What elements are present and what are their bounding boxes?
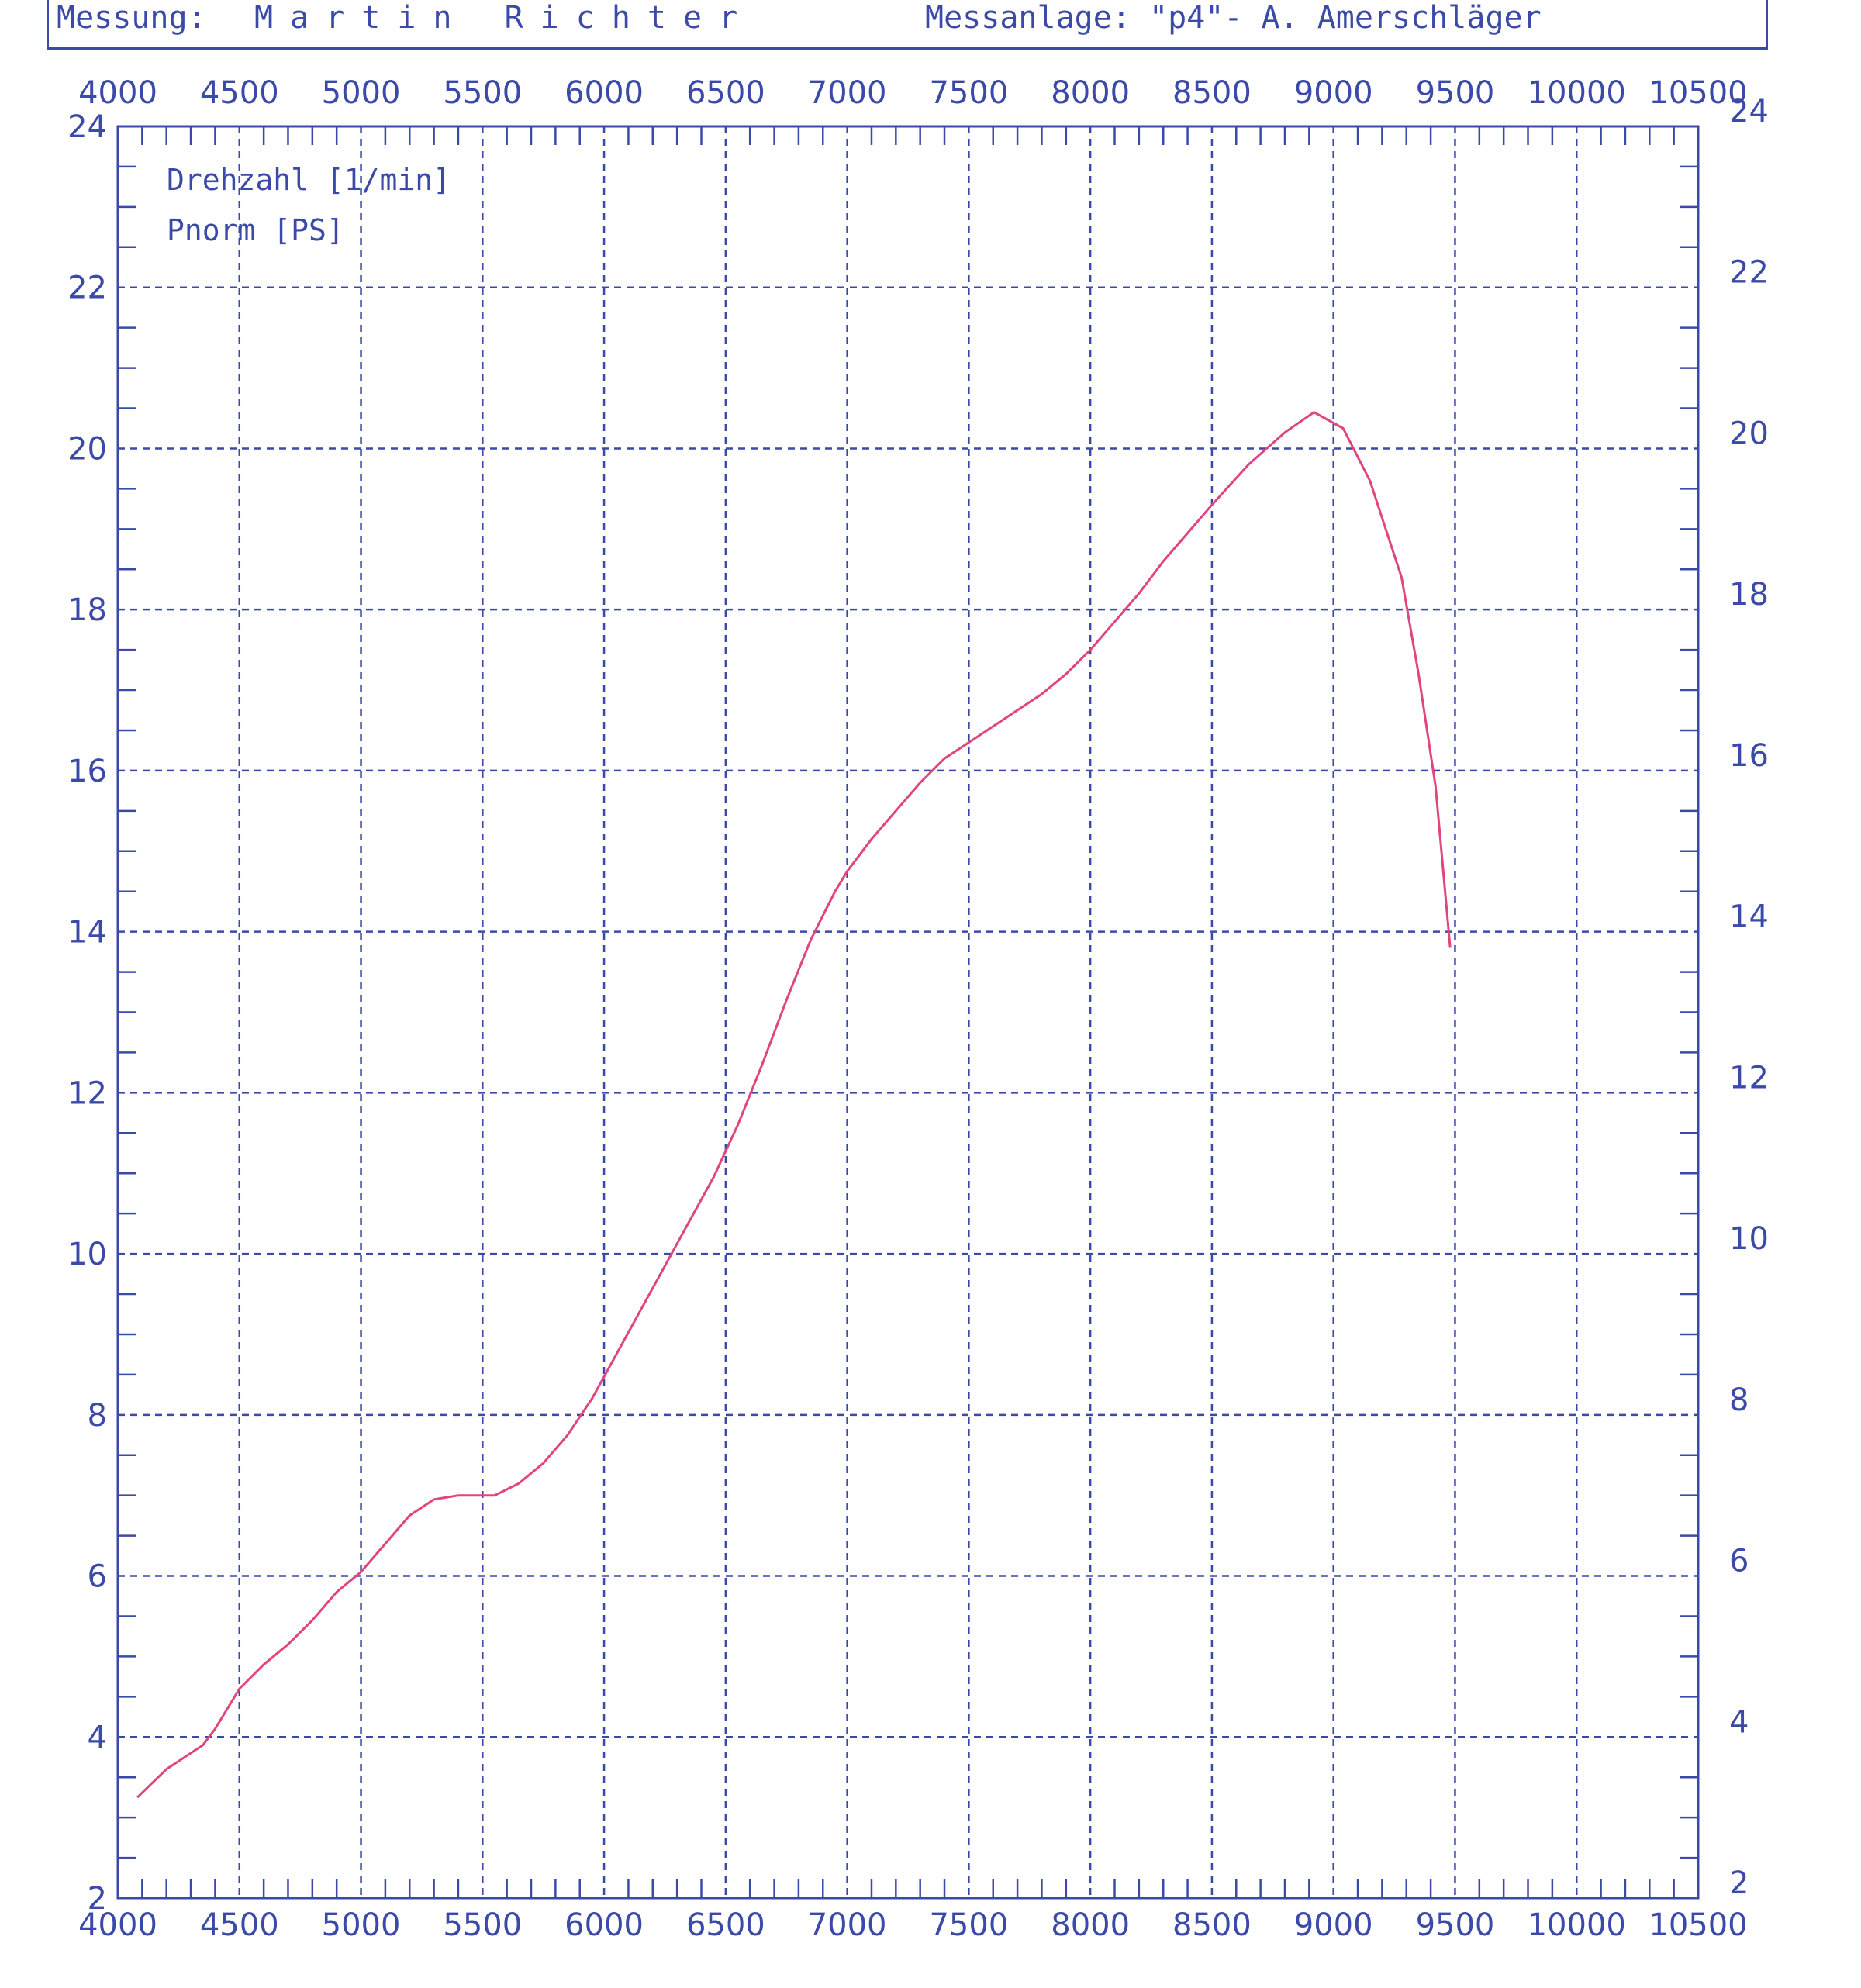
y-tick-label-left: 16 [67, 754, 107, 789]
tick-labels: 4000 4000 4500 4500 5000 5000 5500 5500 6000 6000… [67, 75, 1769, 1943]
y-tick-label-right: 14 [1729, 899, 1769, 935]
y-tick-label-right: 20 [1729, 416, 1769, 451]
axis-ticks [118, 126, 1698, 1898]
x-tick-label-bottom: 6500 [686, 1907, 765, 1943]
y-tick-label-left: 8 [88, 1398, 107, 1434]
header-label: Messung: [57, 0, 206, 36]
legend: Drehzahl [1/min] Pnorm [PS] [167, 163, 451, 247]
y-tick-label-left: 20 [67, 431, 107, 467]
x-tick-label-bottom: 10500 [1649, 1907, 1747, 1943]
x-tick-label-bottom: 6000 [565, 1907, 644, 1943]
y-tick-label-right: 2 [1729, 1865, 1749, 1901]
x-tick-label-bottom: 10000 [1528, 1907, 1626, 1943]
y-tick-label-left: 12 [67, 1075, 107, 1111]
x-tick-label-top: 4000 [78, 75, 157, 111]
y-tick-label-left: 14 [67, 915, 107, 951]
x-tick-label-bottom: 7000 [808, 1907, 887, 1943]
y-tick-label-right: 10 [1729, 1221, 1769, 1257]
x-tick-label-bottom: 9500 [1416, 1907, 1495, 1943]
y-tick-label-right: 8 [1729, 1382, 1749, 1418]
x-tick-label-bottom: 4000 [78, 1907, 157, 1943]
x-tick-label-top: 8000 [1051, 75, 1130, 111]
series-line-pnorm [136, 411, 1452, 1799]
y-tick-label-left: 2 [88, 1881, 107, 1917]
header-box: Messung: Martin Richter Messanlage: "p4"… [47, 0, 1768, 50]
x-tick-label-bottom: 5000 [322, 1907, 401, 1943]
y-tick-label-left: 6 [88, 1559, 107, 1595]
y-tick-label-left: 22 [67, 271, 107, 306]
x-tick-label-top: 10500 [1649, 75, 1747, 111]
plot-frame [116, 125, 1700, 1900]
series-layer [136, 411, 1452, 1799]
x-tick-label-top: 5500 [443, 75, 522, 111]
x-tick-label-top: 10000 [1528, 75, 1626, 111]
x-tick-label-top: 9500 [1416, 75, 1495, 111]
x-tick-label-bottom: 4500 [200, 1907, 279, 1943]
y-tick-label-right: 12 [1729, 1060, 1769, 1096]
x-tick-label-top: 6500 [686, 75, 765, 111]
y-tick-label-right: 18 [1729, 577, 1769, 613]
x-tick-label-bottom: 9000 [1294, 1907, 1373, 1943]
x-tick-label-top: 6000 [565, 75, 644, 111]
grid-lines [118, 126, 1698, 1898]
x-tick-label-bottom: 7500 [929, 1907, 1008, 1943]
y-tick-label-left: 10 [67, 1237, 107, 1272]
y-tick-label-left: 4 [88, 1720, 107, 1755]
x-tick-label-bottom: 5500 [443, 1907, 522, 1943]
y-tick-label-left: 24 [67, 109, 107, 145]
x-tick-label-top: 9000 [1294, 75, 1373, 111]
x-tick-label-top: 7500 [929, 75, 1008, 111]
x-tick-label-bottom: 8000 [1051, 1907, 1130, 1943]
legend-entry: Pnorm [PS] [167, 213, 344, 247]
x-tick-label-top: 5000 [322, 75, 401, 111]
x-tick-label-top: 7000 [808, 75, 887, 111]
header-setup: Messanlage: "p4"- A. Amerschläger [925, 0, 1542, 36]
y-tick-label-left: 18 [67, 592, 107, 628]
y-tick-label-right: 22 [1729, 255, 1769, 291]
header-name: Martin Richter [254, 0, 755, 36]
y-tick-label-right: 4 [1729, 1704, 1749, 1740]
y-tick-label-right: 16 [1729, 738, 1769, 774]
x-tick-label-bottom: 8500 [1172, 1907, 1252, 1943]
legend-entry: Drehzahl [1/min] [167, 163, 451, 197]
x-tick-label-top: 8500 [1172, 75, 1252, 111]
x-tick-label-top: 4500 [200, 75, 279, 111]
y-tick-label-right: 24 [1729, 94, 1769, 129]
y-tick-label-right: 6 [1729, 1544, 1749, 1579]
